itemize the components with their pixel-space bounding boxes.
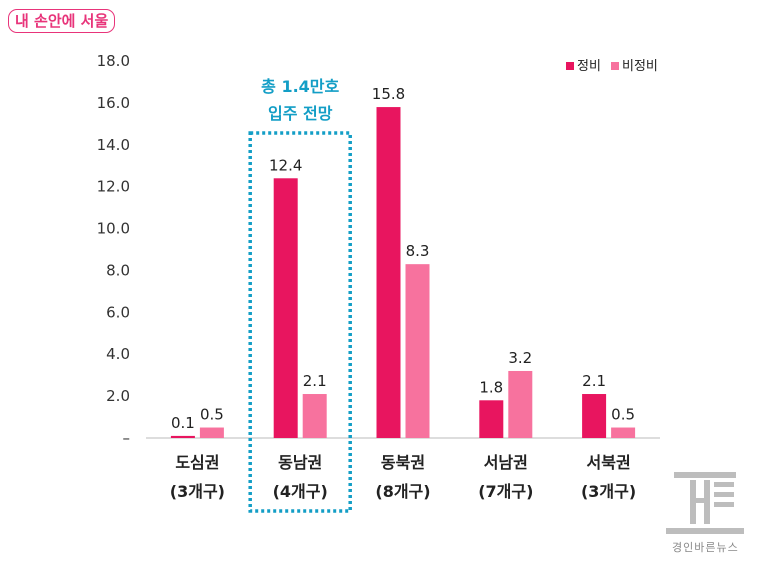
highlight-box xyxy=(248,131,352,513)
data-label: 0.5 xyxy=(200,406,224,424)
category-sublabel: (3개구) xyxy=(581,482,636,501)
bar-series1 xyxy=(273,178,298,439)
bar-series2 xyxy=(302,394,327,438)
category-label: 동북권 xyxy=(381,453,425,472)
bar-series1 xyxy=(170,435,195,438)
data-label: 3.2 xyxy=(508,349,532,367)
category-sublabel: (3개구) xyxy=(170,482,225,501)
bar-series2 xyxy=(199,427,224,438)
category-sublabel: (8개구) xyxy=(375,482,430,501)
y-tick-label: 12.0 xyxy=(97,178,130,196)
category-label: 서북권 xyxy=(587,453,631,472)
y-tick-label: 6.0 xyxy=(106,303,130,321)
category-sublabel: (4개구) xyxy=(273,482,328,501)
y-tick-label: 14.0 xyxy=(97,136,130,154)
y-tick-label: 8.0 xyxy=(106,261,130,279)
bar-series2 xyxy=(508,370,533,438)
legend-swatch-series2 xyxy=(611,62,619,70)
bar-series1 xyxy=(582,394,607,438)
y-tick-label: – xyxy=(123,429,131,447)
data-label: 1.8 xyxy=(479,378,503,396)
y-tick-label: 2.0 xyxy=(106,387,130,405)
watermark-text: 경인바른뉴스 xyxy=(672,541,739,554)
data-label: 2.1 xyxy=(303,372,327,390)
y-tick-label: 10.0 xyxy=(97,220,130,238)
highlight-line1: 총 1.4만호 xyxy=(261,77,339,96)
bar-series2 xyxy=(611,427,636,438)
data-label: 0.1 xyxy=(171,414,195,432)
y-tick-label: 16.0 xyxy=(97,94,130,112)
seoul-logo: 내 손안에 서울 xyxy=(8,9,116,33)
category-label: 도심권 xyxy=(175,453,219,472)
bar-series2 xyxy=(405,264,430,438)
category-label: 서남권 xyxy=(484,453,528,472)
legend-label: 비정비 xyxy=(622,59,658,74)
data-label: 8.3 xyxy=(406,242,430,260)
category-label: 동남권 xyxy=(278,453,322,472)
bar-series1 xyxy=(479,400,504,438)
bar-series1 xyxy=(376,107,401,439)
data-label: 2.1 xyxy=(582,372,606,390)
data-label: 12.4 xyxy=(269,156,302,174)
data-label: 0.5 xyxy=(611,406,635,424)
watermark-logo-icon xyxy=(666,472,744,534)
legend-swatch-series1 xyxy=(566,62,574,70)
highlight-line2: 입주 전망 xyxy=(268,104,333,123)
legend-label: 정비 xyxy=(577,59,601,74)
data-label: 15.8 xyxy=(372,85,405,103)
y-tick-label: 4.0 xyxy=(106,345,130,363)
category-sublabel: (7개구) xyxy=(478,482,533,501)
y-tick-label: 18.0 xyxy=(97,52,130,70)
